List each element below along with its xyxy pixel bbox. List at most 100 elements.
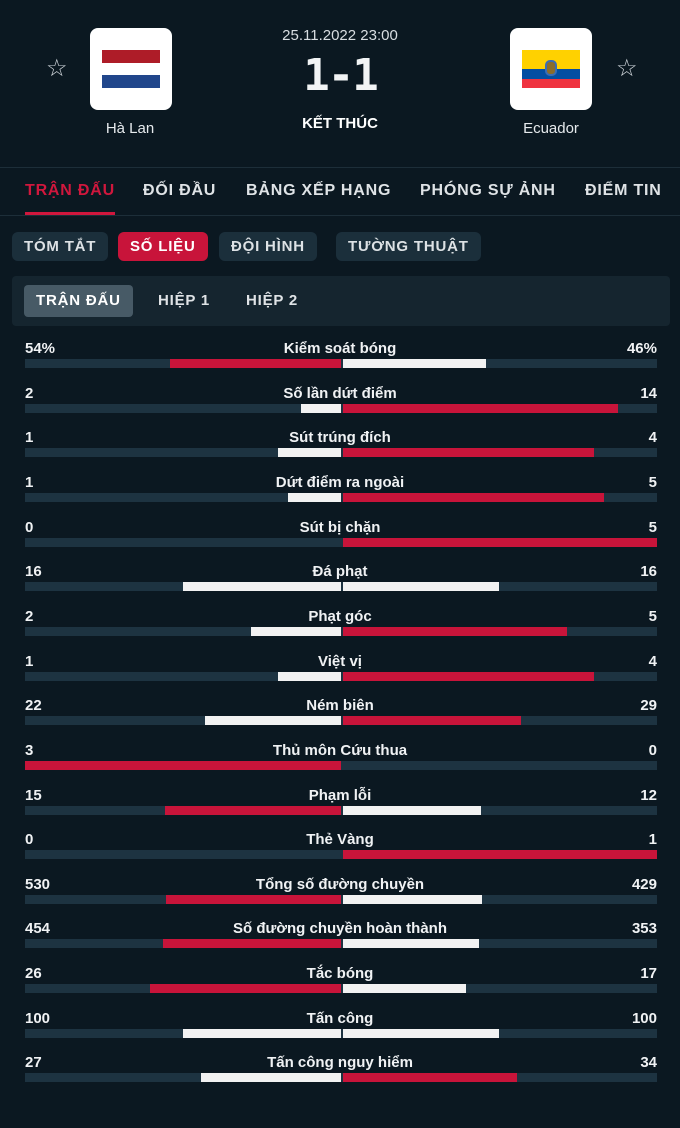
period-second-half[interactable]: HIỆP 2 <box>246 292 299 309</box>
stat-row: 100 Tấn công 100 <box>0 1010 680 1054</box>
stat-away-value: 46% <box>626 340 657 357</box>
stat-home-value: 1 <box>25 473 34 491</box>
subtab-summary[interactable]: TÓM TẮT <box>12 232 109 261</box>
stat-home-value: 26 <box>25 965 42 983</box>
subtab-commentary[interactable]: TƯỜNG THUẬT <box>336 232 481 261</box>
stat-row: 15 Phạm lỗi 12 <box>0 787 680 831</box>
stat-away-bar <box>343 359 486 368</box>
stat-home-value: 530 <box>25 875 51 893</box>
sub-tabs: TÓM TẮT SỐ LIỆU ĐỘI HÌNH TƯỜNG THUẬT <box>0 232 680 262</box>
stat-row: 27 Tấn công nguy hiểm 34 <box>0 1054 680 1098</box>
stat-bar-track <box>25 805 657 815</box>
stat-bar-track <box>25 492 657 502</box>
stat-away-value: 5 <box>648 607 657 625</box>
stat-label: Thủ môn Cứu thua <box>272 741 408 759</box>
stat-row: 1 Sút trúng đích 4 <box>0 429 680 473</box>
stat-bar-track <box>25 850 657 860</box>
stat-home-value: 16 <box>25 563 42 581</box>
tab-photo-report[interactable]: PHÓNG SỰ ẢNH <box>420 182 556 199</box>
stat-away-value: 16 <box>640 563 657 581</box>
stat-home-bar <box>165 805 341 815</box>
stat-away-value: 5 <box>648 518 657 536</box>
stat-label: Thẻ Vàng <box>306 831 374 849</box>
home-team-logo[interactable] <box>90 28 172 110</box>
stat-bar-track <box>25 984 657 994</box>
stat-away-value: 4 <box>648 429 657 447</box>
stat-away-value: 5 <box>648 473 657 491</box>
stat-away-bar <box>343 537 657 547</box>
stat-home-value: 2 <box>25 607 34 625</box>
stat-label: Dứt điểm ra ngoài <box>275 473 405 491</box>
stat-label: Tổng số đường chuyền <box>255 875 425 893</box>
stat-away-value: 353 <box>631 920 657 938</box>
stat-bar-track <box>25 760 657 770</box>
stat-label: Phạt góc <box>308 607 372 625</box>
tab-standings[interactable]: BẢNG XẾP HẠNG <box>246 182 392 199</box>
stat-label: Số đường chuyền hoàn thành <box>232 920 448 938</box>
stat-row: 2 Số lần dứt điểm 14 <box>0 385 680 429</box>
stat-bar-track <box>25 716 657 726</box>
stat-label: Tấn công <box>306 1009 374 1027</box>
favorite-home-star-icon[interactable]: ☆ <box>46 55 68 82</box>
stat-home-value: 1 <box>25 652 34 670</box>
stat-bar-track <box>25 403 657 413</box>
tab-head-to-head[interactable]: ĐỐI ĐẦU <box>143 182 217 199</box>
stat-away-bar <box>343 403 618 413</box>
period-full-match[interactable]: TRẬN ĐẤU <box>24 285 133 317</box>
away-team-name[interactable]: Ecuador <box>523 120 579 137</box>
stat-row: 2 Phạt góc 5 <box>0 608 680 652</box>
period-first-half[interactable]: HIỆP 1 <box>158 292 211 309</box>
stat-away-value: 17 <box>640 965 657 983</box>
stat-away-value: 12 <box>640 786 657 804</box>
stat-row: 1 Dứt điểm ra ngoài 5 <box>0 474 680 518</box>
stat-away-bar <box>343 939 479 949</box>
stat-away-value: 1 <box>648 831 657 849</box>
stat-home-value: 27 <box>25 1054 42 1072</box>
stat-away-bar <box>343 984 466 994</box>
stat-home-bar <box>183 1028 341 1038</box>
tab-match[interactable]: TRẬN ĐẤU <box>25 182 115 215</box>
stat-row: 0 Sút bị chặn 5 <box>0 519 680 563</box>
stat-away-bar <box>343 582 499 592</box>
stat-away-bar <box>343 671 594 681</box>
match-score: 1-1 <box>303 50 378 101</box>
stat-row: 22 Ném biên 29 <box>0 697 680 741</box>
stat-label: Việt vị <box>318 652 362 670</box>
stat-row: 530 Tổng số đường chuyền 429 <box>0 876 680 920</box>
subtab-stats[interactable]: SỐ LIỆU <box>118 232 208 261</box>
stat-away-value: 34 <box>640 1054 657 1072</box>
stat-row: 54% Kiểm soát bóng 46% <box>0 340 680 384</box>
stat-away-value: 0 <box>648 741 657 759</box>
stat-row: 3 Thủ môn Cứu thua 0 <box>0 742 680 786</box>
stat-home-value: 100 <box>25 1009 51 1027</box>
stat-home-bar <box>205 716 341 726</box>
stat-away-bar <box>343 626 567 636</box>
stat-label: Kiểm soát bóng <box>283 340 397 357</box>
stat-bar-track <box>25 448 657 458</box>
stat-row: 16 Đá phạt 16 <box>0 563 680 607</box>
stat-home-value: 15 <box>25 786 42 804</box>
stat-away-bar <box>343 850 657 860</box>
stat-away-bar <box>343 1073 517 1083</box>
stat-away-bar <box>343 805 481 815</box>
stat-home-bar <box>163 939 341 949</box>
away-team-logo[interactable] <box>510 28 592 110</box>
match-header: 25.11.2022 23:00 ☆ Hà Lan 1-1 KẾT THÚC E… <box>0 0 680 168</box>
stat-away-bar <box>343 716 521 726</box>
subtab-lineups[interactable]: ĐỘI HÌNH <box>219 232 317 261</box>
favorite-away-star-icon[interactable]: ☆ <box>616 55 638 82</box>
stat-bar-track <box>25 537 657 547</box>
stat-away-bar <box>343 894 482 904</box>
tab-news[interactable]: ĐIỂM TIN <box>585 182 662 199</box>
stat-away-bar <box>343 1028 499 1038</box>
stat-label: Đá phạt <box>312 563 368 581</box>
stat-home-value: 0 <box>25 831 34 849</box>
match-status: KẾT THÚC <box>302 115 378 132</box>
stat-away-bar <box>343 492 604 502</box>
stat-away-value: 4 <box>648 652 657 670</box>
stat-bar-track <box>25 1073 657 1083</box>
stat-away-value: 14 <box>640 384 657 402</box>
stat-label: Tắc bóng <box>306 965 374 983</box>
netherlands-flag-icon <box>102 50 160 89</box>
home-team-name[interactable]: Hà Lan <box>105 120 155 137</box>
